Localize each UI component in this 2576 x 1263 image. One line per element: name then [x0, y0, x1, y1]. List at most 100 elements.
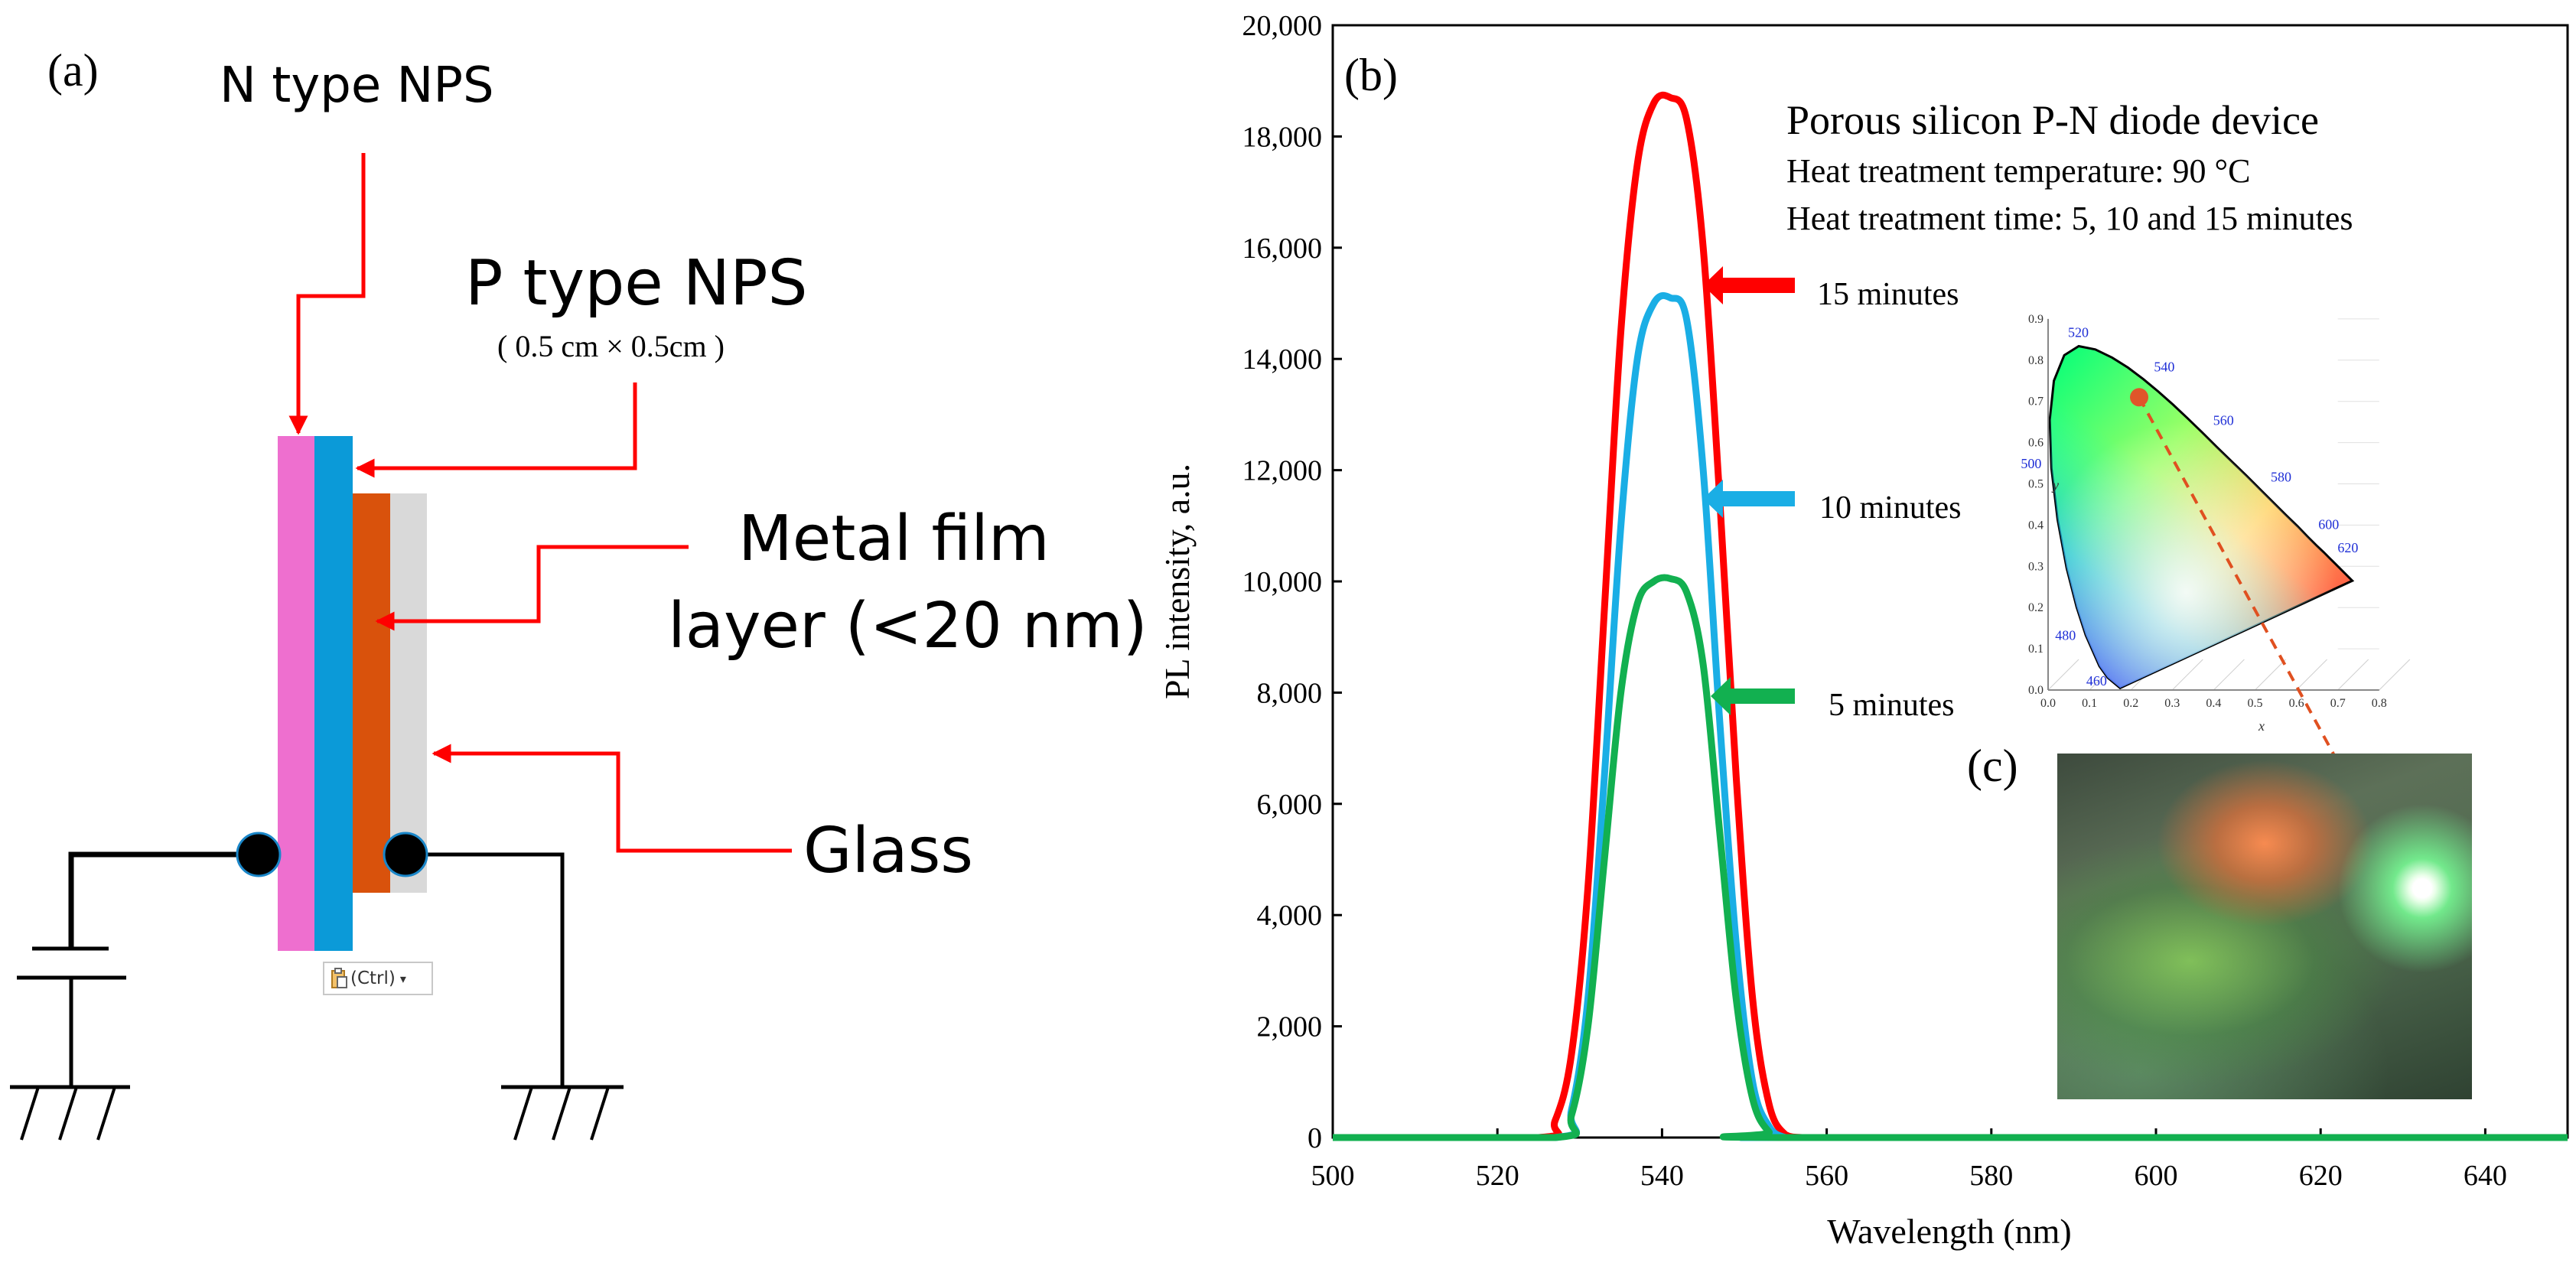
cie-grid-line: [2255, 659, 2286, 691]
cie-wavelength-label: 520: [2068, 324, 2089, 340]
n-type-arrow: [288, 153, 366, 435]
cie-x-label: x: [2258, 718, 2265, 734]
chevron-down-icon: ▾: [399, 971, 406, 986]
cie-grid-line: [2171, 659, 2203, 691]
x-axis-label: Wavelength (nm): [1827, 1212, 2071, 1251]
cie-diagram: 0.0 0.1 0.2 0.3 0.4 0.5 0.6 0.7 0.8 0.0 0.1 0.2 0.3 0…: [2021, 313, 2411, 871]
cie-x-tick-label: 0.0: [2040, 697, 2056, 710]
cie-wavelength-label: 480: [2055, 627, 2076, 643]
y-tick-label: 8,000: [1257, 677, 1323, 709]
cie-y-tick-label: 0.8: [2028, 354, 2044, 367]
y-tick-label: 20,000: [1242, 10, 1323, 42]
cie-wavelength-label: 620: [2337, 540, 2358, 555]
x-axis: 500 520 540 560 580 600 620 640: [1311, 1128, 2507, 1192]
p-type-layer: [314, 436, 353, 951]
cie-grid-line: [2337, 659, 2369, 691]
y-tick-label: 0: [1308, 1122, 1322, 1154]
p-type-arrow: [355, 382, 637, 478]
device-photo: [2057, 754, 2472, 1099]
label-5-minutes: 5 minutes: [1829, 688, 1955, 723]
cie-grid-line: [2047, 659, 2079, 691]
cie-x-tick-label: 0.4: [2206, 697, 2221, 710]
x-tick-label: 560: [1805, 1160, 1848, 1192]
clipboard-icon: [331, 968, 347, 989]
cie-wavelength-label: 580: [2271, 470, 2291, 485]
cie-x-tick-label: 0.2: [2123, 697, 2138, 710]
paste-options-button[interactable]: (Ctrl) ▾: [323, 962, 433, 995]
p-type-label: P type NPS: [465, 247, 808, 320]
cie-wavelength-labels: 460 480 500 520 540 560 580 600 620: [2021, 324, 2358, 688]
y-tick-label: 4,000: [1257, 900, 1323, 932]
metal-arrow: [375, 545, 689, 631]
glass-label: Glass: [803, 815, 973, 887]
y-tick-label: 12,000: [1242, 455, 1323, 487]
metal-label-line2: layer (<20 nm): [668, 590, 1148, 662]
cie-y-tick-label: 0.9: [2028, 313, 2044, 326]
y-tick-label: 18,000: [1242, 121, 1323, 153]
x-tick-label: 580: [1969, 1160, 2013, 1192]
x-tick-label: 640: [2464, 1160, 2507, 1192]
cie-wavelength-label: 560: [2213, 413, 2234, 428]
pl-chart: 0 2,000 4,000 6,000 8,000 10,000 12,000 14,000 1…: [1158, 10, 2569, 1251]
label-15-minutes: 15 minutes: [1817, 277, 1959, 312]
cie-y-tick-label: 0.6: [2028, 437, 2044, 450]
arrow-5-minutes: [1711, 677, 1795, 715]
cie-y-tick-label: 0.1: [2028, 643, 2044, 656]
cie-axes: 0.0 0.1 0.2 0.3 0.4 0.5 0.6 0.7 0.8 0.0 0.1 0.2 0.3 0…: [2028, 313, 2387, 710]
cie-wavelength-label: 540: [2154, 360, 2174, 375]
cie-y-label: y: [2051, 477, 2059, 493]
series-group: [1333, 91, 2568, 1141]
chart-subtitle-temp: Heat treatment temperature: 90 °C: [1786, 152, 2250, 190]
cie-y-tick-label: 0.0: [2028, 684, 2044, 697]
spectral-locus-white: [2050, 346, 2353, 688]
cie-x-tick-label: 0.1: [2082, 697, 2097, 710]
left-contact: [236, 832, 282, 877]
x-tick-label: 500: [1311, 1160, 1355, 1192]
y-tick-label: 16,000: [1242, 233, 1323, 265]
cie-wavelength-label: 500: [2021, 456, 2041, 471]
x-tick-label: 600: [2135, 1160, 2178, 1192]
y-axis-label: PL intensity, a.u.: [1158, 464, 1197, 699]
cie-grid-line: [2379, 659, 2411, 691]
cie-y-tick-label: 0.2: [2028, 601, 2044, 614]
y-tick-label: 14,000: [1242, 343, 1323, 376]
y-tick-label: 10,000: [1242, 566, 1323, 598]
label-10-minutes: 10 minutes: [1819, 490, 1962, 526]
cie-y-tick-label: 0.7: [2028, 396, 2044, 409]
cie-wavelength-label: 460: [2086, 673, 2107, 688]
p-type-size: ( 0.5 cm × 0.5cm ): [497, 329, 725, 363]
panel-a: (a) N type NPS P type NPS ( 0.5 cm × 0.5…: [10, 45, 1148, 1141]
n-type-label: N type NPS: [220, 57, 494, 114]
paste-options-label: (Ctrl): [350, 968, 396, 988]
circuit: [10, 851, 624, 1141]
chart-title: Porous silicon P-N diode device: [1786, 97, 2319, 143]
panel-a-label: (a): [47, 45, 99, 96]
y-axis: 0 2,000 4,000 6,000 8,000 10,000 12,000 14,000 1…: [1242, 10, 1342, 1154]
cie-x-tick-label: 0.7: [2330, 697, 2346, 710]
cie-x-tick-label: 0.3: [2164, 697, 2180, 710]
cie-y-tick-label: 0.4: [2028, 519, 2044, 532]
arrow-10-minutes: [1703, 480, 1795, 518]
n-type-layer: [278, 436, 314, 951]
glass-layer: [390, 493, 427, 893]
glass-arrow: [432, 744, 792, 853]
series-line-5-minutes: [1333, 574, 2568, 1141]
metal-label-line1: Metal film: [738, 503, 1050, 575]
y-tick-label: 6,000: [1257, 789, 1323, 821]
cie-y-tick-label: 0.3: [2028, 560, 2044, 573]
cie-grid-line: [2213, 659, 2245, 691]
y-tick-label: 2,000: [1257, 1011, 1323, 1043]
chart-subtitle-time: Heat treatment time: 5, 10 and 15 minute…: [1786, 200, 2353, 237]
cie-y-tick-label: 0.5: [2028, 478, 2044, 491]
x-tick-label: 620: [2299, 1160, 2343, 1192]
chromaticity-point: [2130, 388, 2149, 407]
cie-x-tick-label: 0.6: [2289, 697, 2304, 710]
cie-x-tick-label: 0.8: [2372, 697, 2387, 710]
x-tick-label: 540: [1640, 1160, 1684, 1192]
right-contact: [383, 832, 428, 877]
arrow-15-minutes: [1703, 266, 1795, 304]
x-tick-label: 520: [1476, 1160, 1519, 1192]
panel-c-label: (c): [1967, 741, 2018, 791]
metal-film-layer: [353, 493, 390, 893]
